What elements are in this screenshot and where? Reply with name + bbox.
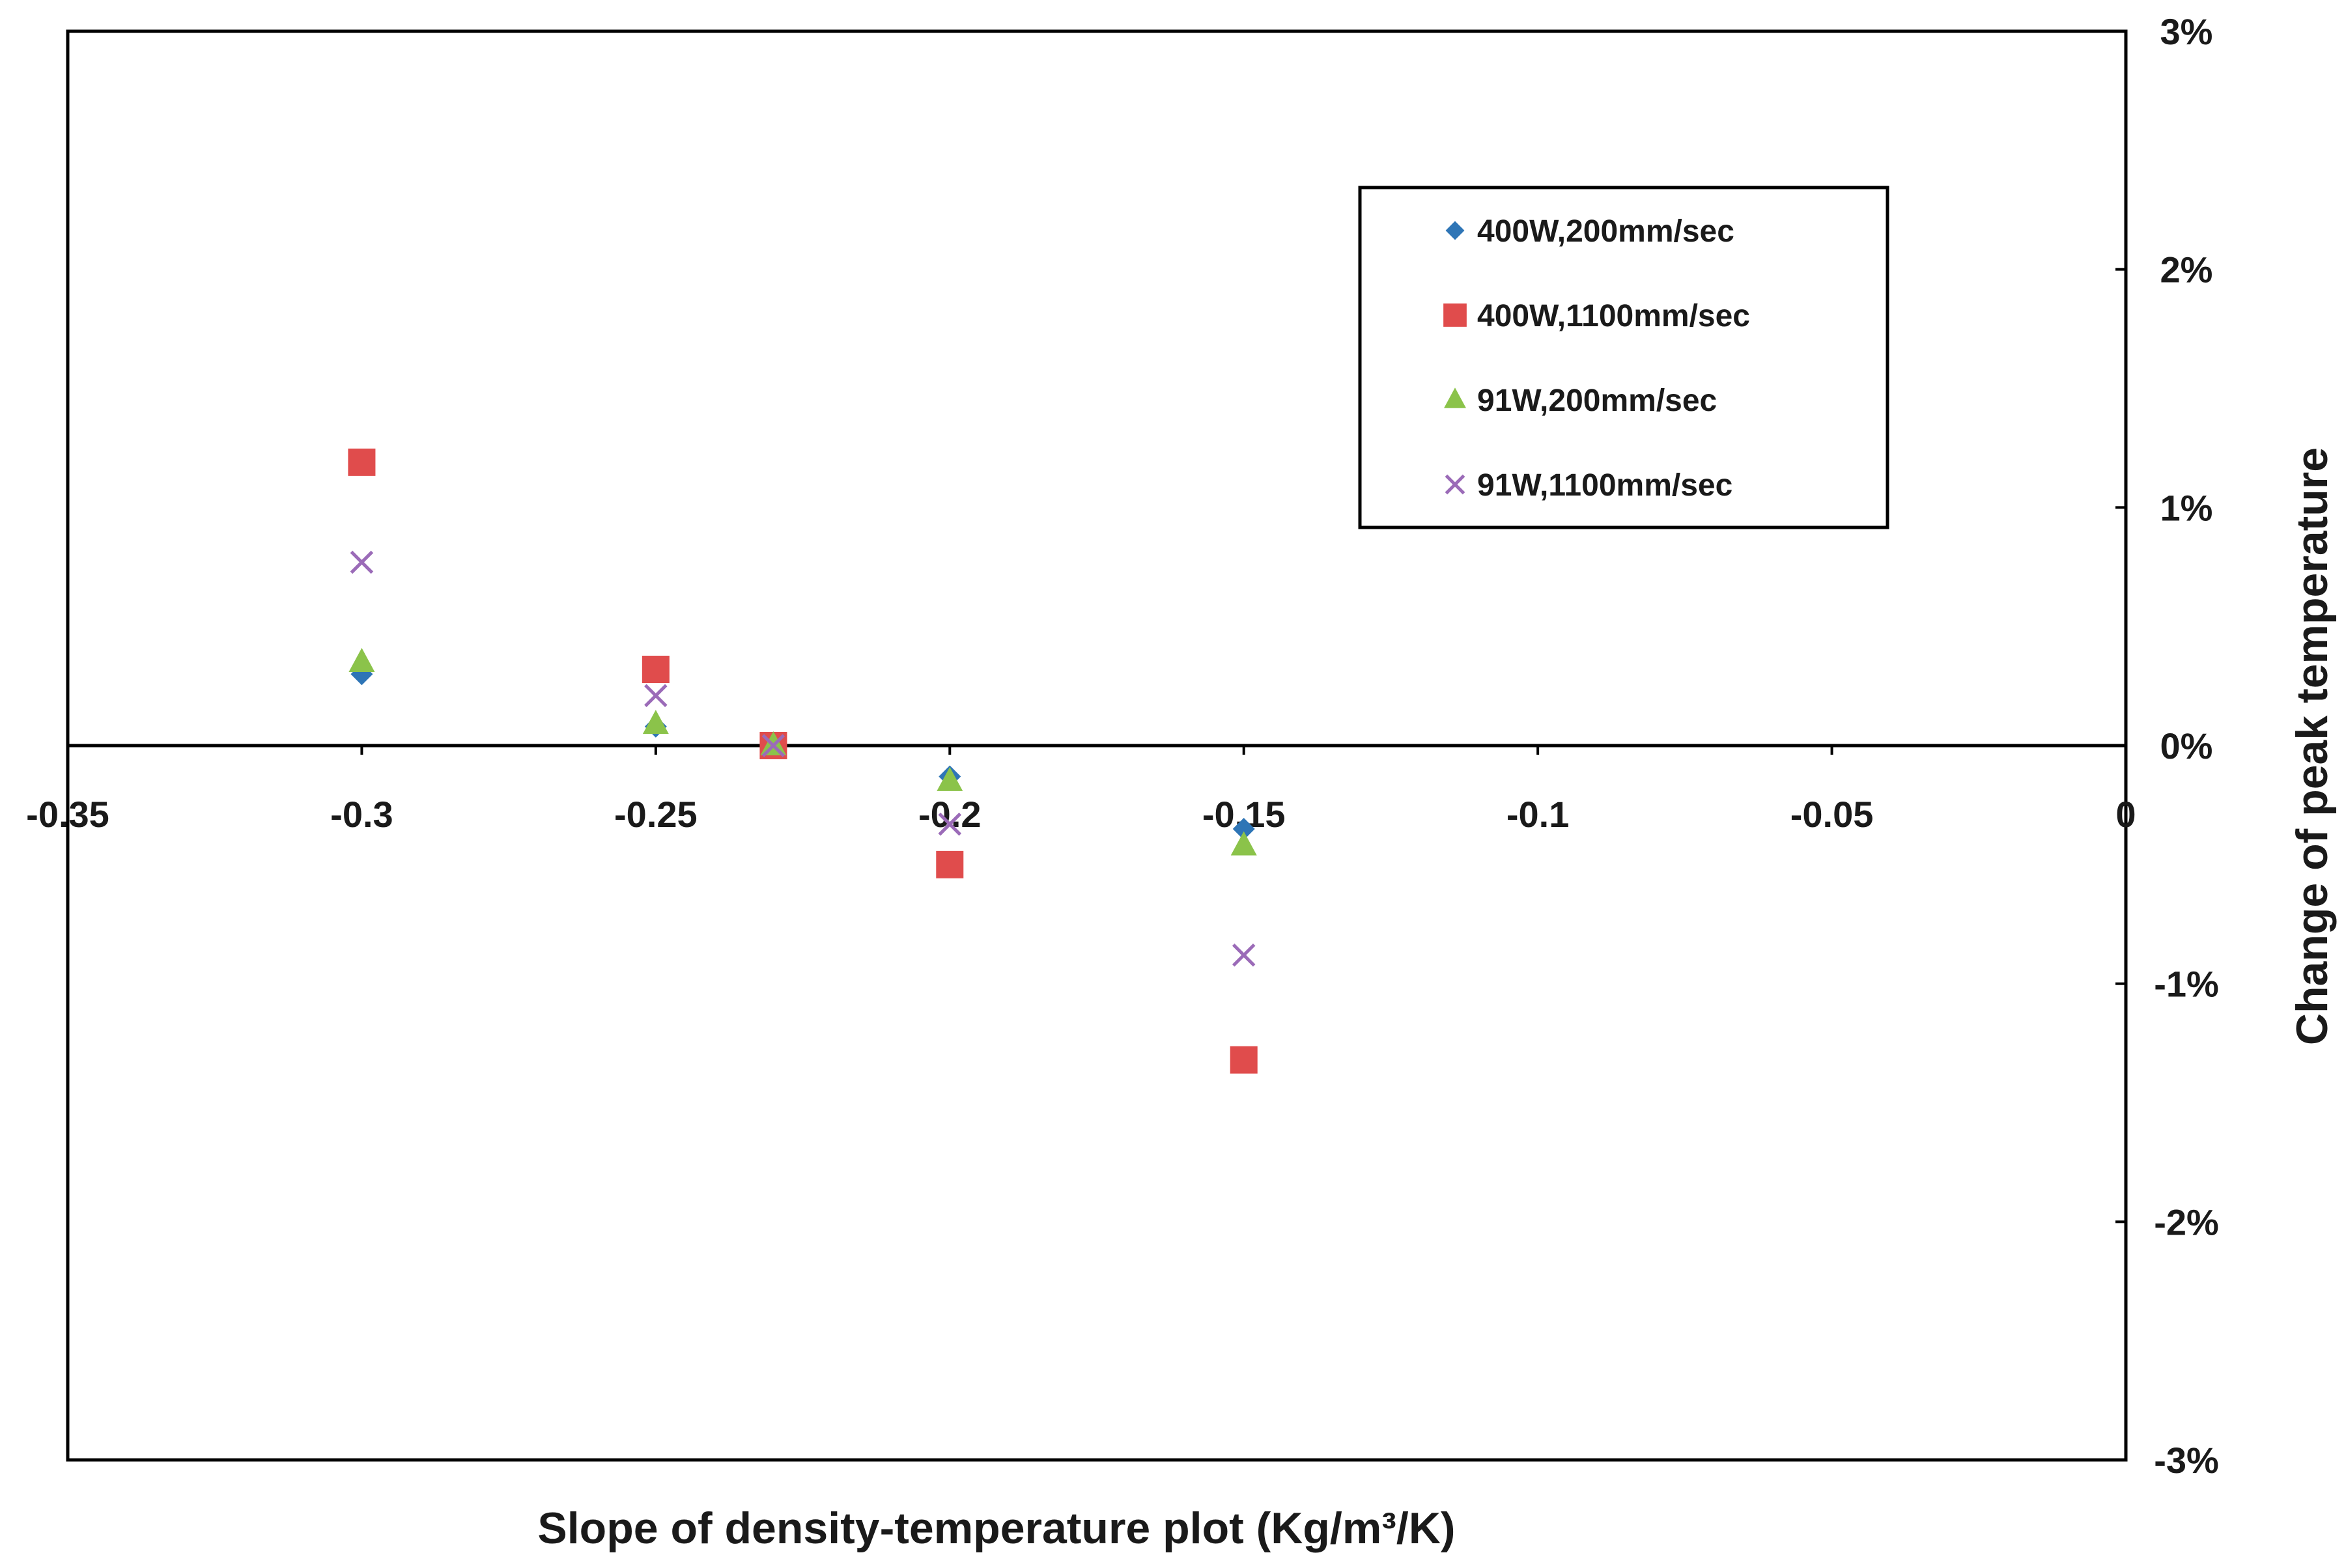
data-point-x	[644, 684, 668, 707]
legend-marker-triangle	[1444, 387, 1466, 408]
x-tick-label: -0.05	[1790, 794, 1874, 835]
data-point-triangle	[937, 766, 963, 791]
data-point-square	[642, 655, 670, 683]
marks-layer	[348, 448, 1258, 1074]
legend-marker-x	[1445, 474, 1465, 495]
x-tick-label: -0.3	[330, 794, 393, 835]
x-tick-label: -0.25	[614, 794, 698, 835]
legend-label: 91W,200mm/sec	[1477, 384, 1717, 418]
y-tick-label: 1%	[2160, 487, 2213, 528]
x-tick-label: -0.35	[26, 794, 109, 835]
data-point-x	[761, 734, 785, 757]
y-tick-label: 0%	[2160, 725, 2213, 766]
legend-label: 400W,200mm/sec	[1477, 214, 1734, 249]
x-tick-label: -0.1	[1506, 794, 1570, 835]
legend-marker-square	[1443, 303, 1467, 327]
x-tick-label: -0.2	[918, 794, 982, 835]
data-point-x	[350, 550, 374, 574]
y-tick-label: -3%	[2154, 1440, 2219, 1481]
axes-layer: -0.35 -0.3 -0.25 -0.2 -0.15 -0.1 -0.05 03%2%1%0…	[26, 11, 2219, 1481]
data-point-square	[936, 850, 964, 878]
y-tick-label: 3%	[2160, 11, 2213, 52]
legend-box	[1358, 186, 1889, 529]
legend-label: 400W,1100mm/sec	[1477, 299, 1750, 333]
legend-marker-diamond	[1445, 221, 1465, 240]
data-point-square	[1230, 1046, 1258, 1074]
data-point-x	[1232, 944, 1256, 967]
data-point-triangle	[642, 710, 669, 735]
data-point-triangle	[1230, 831, 1257, 856]
data-point-x	[938, 812, 962, 836]
y-axis-title: Change of peak temperature	[2287, 447, 2337, 1045]
legend: 400W,200mm/sec 400W,1100mm/sec 91W,200mm/s…	[1358, 186, 1889, 529]
y-tick-label: -2%	[2154, 1201, 2219, 1242]
x-axis-title: Slope of density-temperature plot (Kg/m³…	[537, 1504, 1455, 1553]
data-point-triangle	[348, 648, 375, 673]
legend-label: 91W,1100mm/sec	[1477, 468, 1732, 503]
y-tick-label: -1%	[2154, 964, 2219, 1005]
x-tick-label: 0	[2115, 794, 2136, 835]
data-point-square	[348, 448, 376, 476]
data-point-diamond	[1232, 817, 1255, 840]
y-tick-label: 2%	[2160, 249, 2213, 290]
